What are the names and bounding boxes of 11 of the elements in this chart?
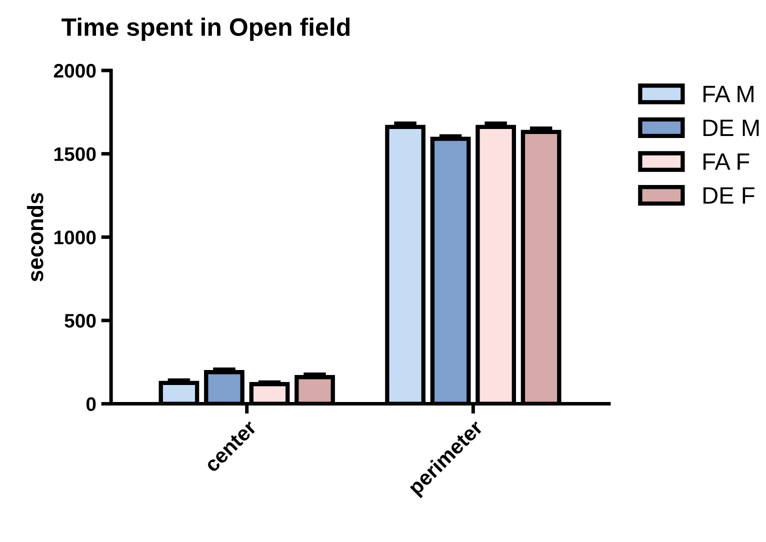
legend-label: DE M xyxy=(704,120,759,136)
y-tick-label: 1000 xyxy=(54,230,96,244)
y-tick-label: 1500 xyxy=(54,147,96,162)
legend-label: FA F xyxy=(704,154,750,170)
y-axis-title: seconds xyxy=(26,192,44,282)
legend-label: DE F xyxy=(704,187,754,204)
y-tick-label: 500 xyxy=(64,314,96,328)
legend-label: FA M xyxy=(704,86,754,102)
y-tick-label: 2000 xyxy=(54,64,96,78)
y-tick-label: 0 xyxy=(86,397,96,412)
chart-title: Time spent in Open field xyxy=(62,18,350,41)
